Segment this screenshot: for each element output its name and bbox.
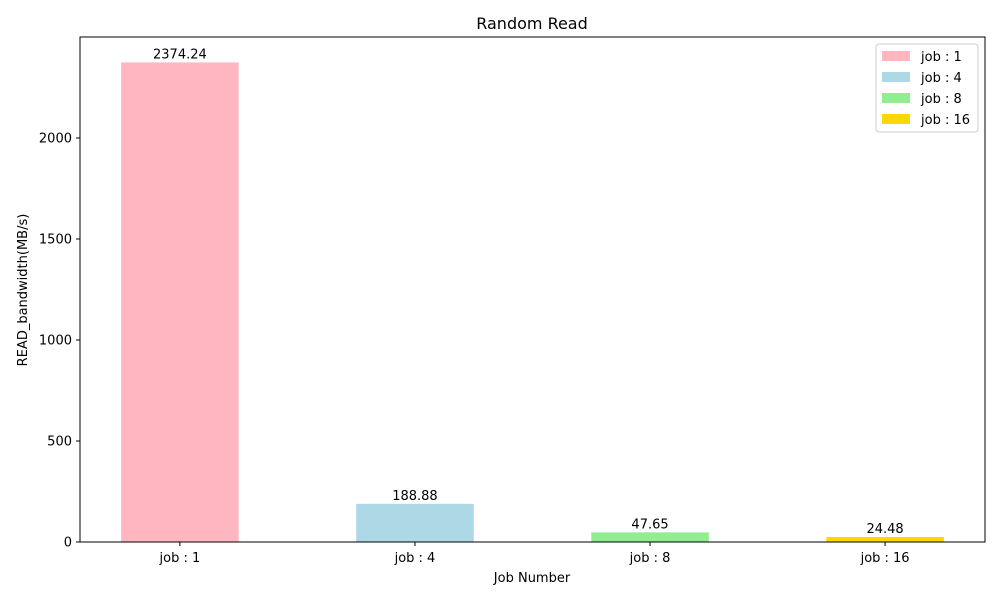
chart-title: Random Read: [476, 14, 588, 33]
bars-layer: [121, 62, 944, 543]
legend-label: job : 4: [920, 71, 962, 86]
y-tick-label: 1500: [39, 233, 72, 248]
legend-label: job : 1: [920, 50, 962, 65]
plot-frame: [79, 36, 986, 543]
x-tick-label: job : 1: [159, 551, 201, 566]
bar: [121, 62, 239, 543]
bar: [356, 503, 474, 542]
y-tick-label: 1000: [39, 334, 72, 349]
legend-swatch: [882, 51, 910, 61]
x-tick-label: job : 4: [394, 551, 436, 566]
x-axis-label: Job Number: [493, 571, 571, 586]
legend-swatch: [882, 93, 910, 103]
bar-value-label: 2374.24: [153, 47, 207, 62]
legend-label: job : 16: [920, 113, 970, 128]
y-tick-label: 0: [64, 536, 72, 551]
bar: [591, 532, 709, 542]
x-tick-label: job : 16: [860, 551, 910, 566]
legend: job : 1 job : 4 job : 8 job : 16: [875, 43, 979, 133]
legend-box: [875, 43, 979, 133]
legend-label: job : 8: [920, 92, 962, 107]
bar-value-label: 188.88: [392, 489, 438, 504]
bar-value-label: 24.48: [866, 522, 903, 537]
bar-value-label: 47.65: [631, 517, 668, 532]
legend-swatch: [882, 114, 910, 124]
y-axis-label: READ_bandwidth(MB/s): [16, 214, 31, 367]
bar: [826, 537, 944, 542]
y-tick-label: 500: [47, 435, 72, 450]
y-tick-label: 2000: [39, 132, 72, 147]
y-axis: 0 500 1000 1500 2000: [39, 132, 80, 551]
value-labels-layer: 2374.24 188.88 47.65 24.48: [153, 47, 904, 537]
x-tick-label: job : 8: [629, 551, 671, 566]
x-axis: job : 1 job : 4 job : 8 job : 16: [159, 542, 910, 566]
legend-swatch: [882, 72, 910, 82]
